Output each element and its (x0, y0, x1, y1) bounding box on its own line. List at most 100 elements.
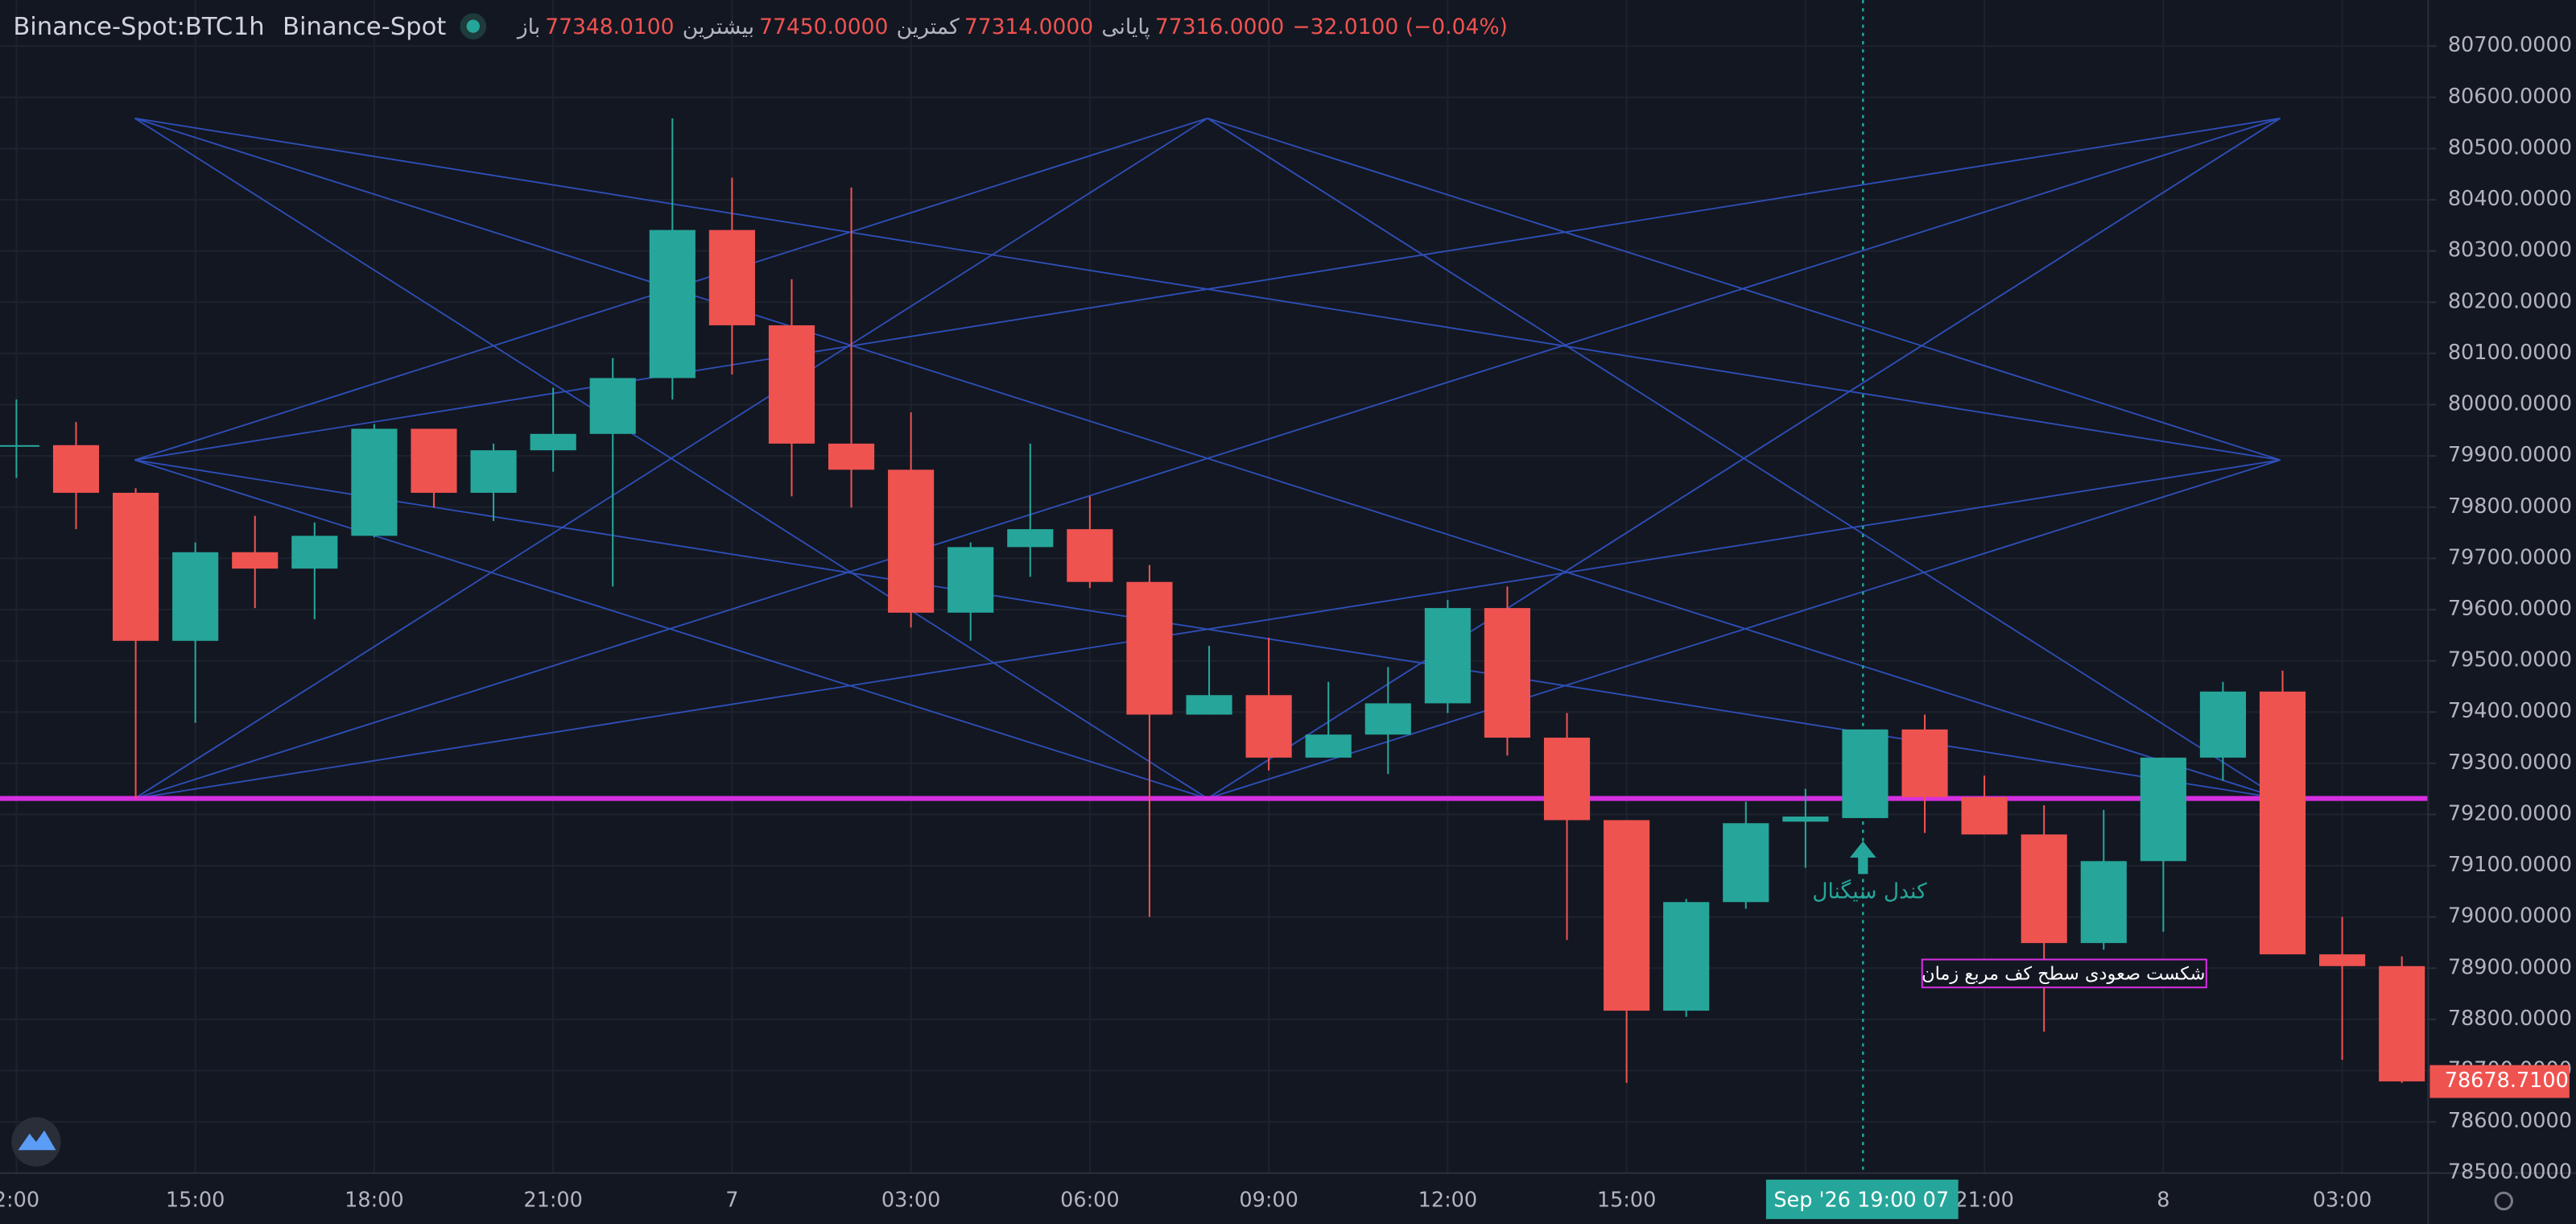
legend-change: −32.0100 (−0.04%) (1292, 14, 1507, 39)
logo-icon (18, 1130, 56, 1151)
interval: 1h (233, 13, 265, 41)
candle-body (947, 547, 994, 613)
y-tick-label: 79500.0000 (2448, 648, 2572, 672)
x-axis: 2:00 15:00 18:00 21:00 7 03:00 06:00 09:00 12:00… (0, 1188, 2372, 1212)
y-tick-label: 80600.0000 (2448, 85, 2572, 109)
crosshair-time-label: Sep '26 19:00 07 (1773, 1188, 1949, 1212)
y-tick-label: 79800.0000 (2448, 494, 2572, 519)
y-tick-label: 79300.0000 (2448, 751, 2572, 775)
settings-icon[interactable] (2494, 1191, 2513, 1211)
candle-body (530, 433, 576, 451)
y-tick-label: 80400.0000 (2448, 187, 2572, 211)
candle-body (2080, 861, 2127, 944)
y-tick-label: 79000.0000 (2448, 904, 2572, 928)
signal-annotation: کندل سیگنال (1812, 879, 1927, 904)
y-tick-label: 80300.0000 (2448, 238, 2572, 263)
candle-body (768, 325, 815, 444)
x-tick-label: 12:00 (1418, 1188, 1478, 1212)
candle-body (1186, 695, 1232, 715)
drawing-line (1207, 459, 2281, 800)
candle-body (172, 552, 219, 641)
y-tick-label: 78900.0000 (2448, 955, 2572, 979)
candle-body (470, 450, 517, 493)
y-tick-label: 80500.0000 (2448, 135, 2572, 159)
candle-body (351, 428, 398, 536)
last-price: 78678.7100 (2429, 1065, 2570, 1098)
candle-body (1782, 817, 1829, 822)
candle-body (1245, 695, 1292, 758)
candle-body (1424, 608, 1471, 704)
x-tick-label: 21:00 (523, 1188, 583, 1212)
last-price-box (2429, 1065, 2570, 1098)
price-axis (2428, 0, 2576, 1224)
candle-body (113, 492, 159, 641)
candle-body (1723, 823, 1769, 903)
symbol: Binance-Spot:BTC (13, 13, 233, 41)
x-tick-label: 03:00 (2313, 1188, 2372, 1212)
candle-body (1364, 703, 1411, 735)
candle-body (888, 469, 935, 613)
legend-label: باز (516, 14, 540, 39)
candle-body (1007, 529, 1054, 548)
x-tick-label: 03:00 (881, 1188, 941, 1212)
x-tick-label: 15:00 (1597, 1188, 1657, 1212)
candle-body (2379, 966, 2425, 1081)
drawing-line (1207, 118, 2281, 461)
candle-body (1901, 729, 1948, 797)
y-tick-label: 79700.0000 (2448, 545, 2572, 569)
candle-body (1305, 734, 1352, 758)
x-tick-label: 06:00 (1060, 1188, 1120, 1212)
candle-body (52, 445, 100, 493)
x-tick-label: 18:00 (345, 1188, 404, 1212)
legend-value: 77314.0000 (964, 14, 1093, 39)
y-tick-label: 80000.0000 (2448, 392, 2572, 416)
exchange: Binance-Spot (283, 13, 446, 41)
y-tick-label: 80700.0000 (2448, 33, 2572, 57)
candle-body (1842, 729, 1889, 818)
candle-body (2259, 691, 2306, 955)
y-tick-label: 78800.0000 (2448, 1007, 2572, 1031)
time-square-drawing (134, 117, 2281, 800)
annotation-box (1921, 958, 2207, 989)
x-tick-label: 09:00 (1239, 1188, 1298, 1212)
candle-body (828, 443, 875, 470)
legend-label: پایانی (1101, 14, 1150, 39)
candle-body (2140, 757, 2186, 862)
x-tick-label: 2:00 (0, 1188, 39, 1212)
y-tick-label: 79200.0000 (2448, 801, 2572, 825)
candles (0, 118, 2425, 1083)
candle-body (1126, 581, 1173, 715)
x-tick-label: 7 (725, 1188, 738, 1212)
candle-body (411, 428, 457, 493)
candle-body (1067, 529, 1113, 582)
y-tick-label: 80100.0000 (2448, 341, 2572, 365)
grid (0, 0, 2429, 1174)
candle-body (649, 229, 696, 378)
candle-body (1961, 796, 2008, 835)
x-tick-label: 15:00 (166, 1188, 225, 1212)
y-tick-label: 79900.0000 (2448, 443, 2572, 467)
last-price-label: 78678.7100 (2445, 1069, 2569, 1093)
y-tick-label: 79600.0000 (2448, 597, 2572, 621)
drawing-line (134, 117, 2281, 461)
crosshair-time-box (1765, 1179, 1959, 1219)
candle-body (291, 536, 338, 569)
legend-value: 77316.0000 (1155, 14, 1284, 39)
status-dot (466, 19, 480, 33)
y-tick-label: 78600.0000 (2448, 1109, 2572, 1133)
breakout-annotation: شکست صعودی سطح کف مربع زمان (1922, 963, 2205, 984)
y-tick-label: 79100.0000 (2448, 853, 2572, 877)
candle-body (708, 229, 755, 325)
legend-value: 77348.0100 (545, 14, 674, 39)
candle-body (1543, 738, 1591, 821)
drawing-line (134, 118, 2281, 800)
drawing-line (1207, 118, 2281, 800)
drawing-line (134, 459, 2281, 800)
drawing-line (134, 118, 1208, 800)
candle-body (0, 445, 39, 447)
y-tick-label: 78500.0000 (2448, 1160, 2572, 1185)
candle-body (589, 378, 636, 434)
